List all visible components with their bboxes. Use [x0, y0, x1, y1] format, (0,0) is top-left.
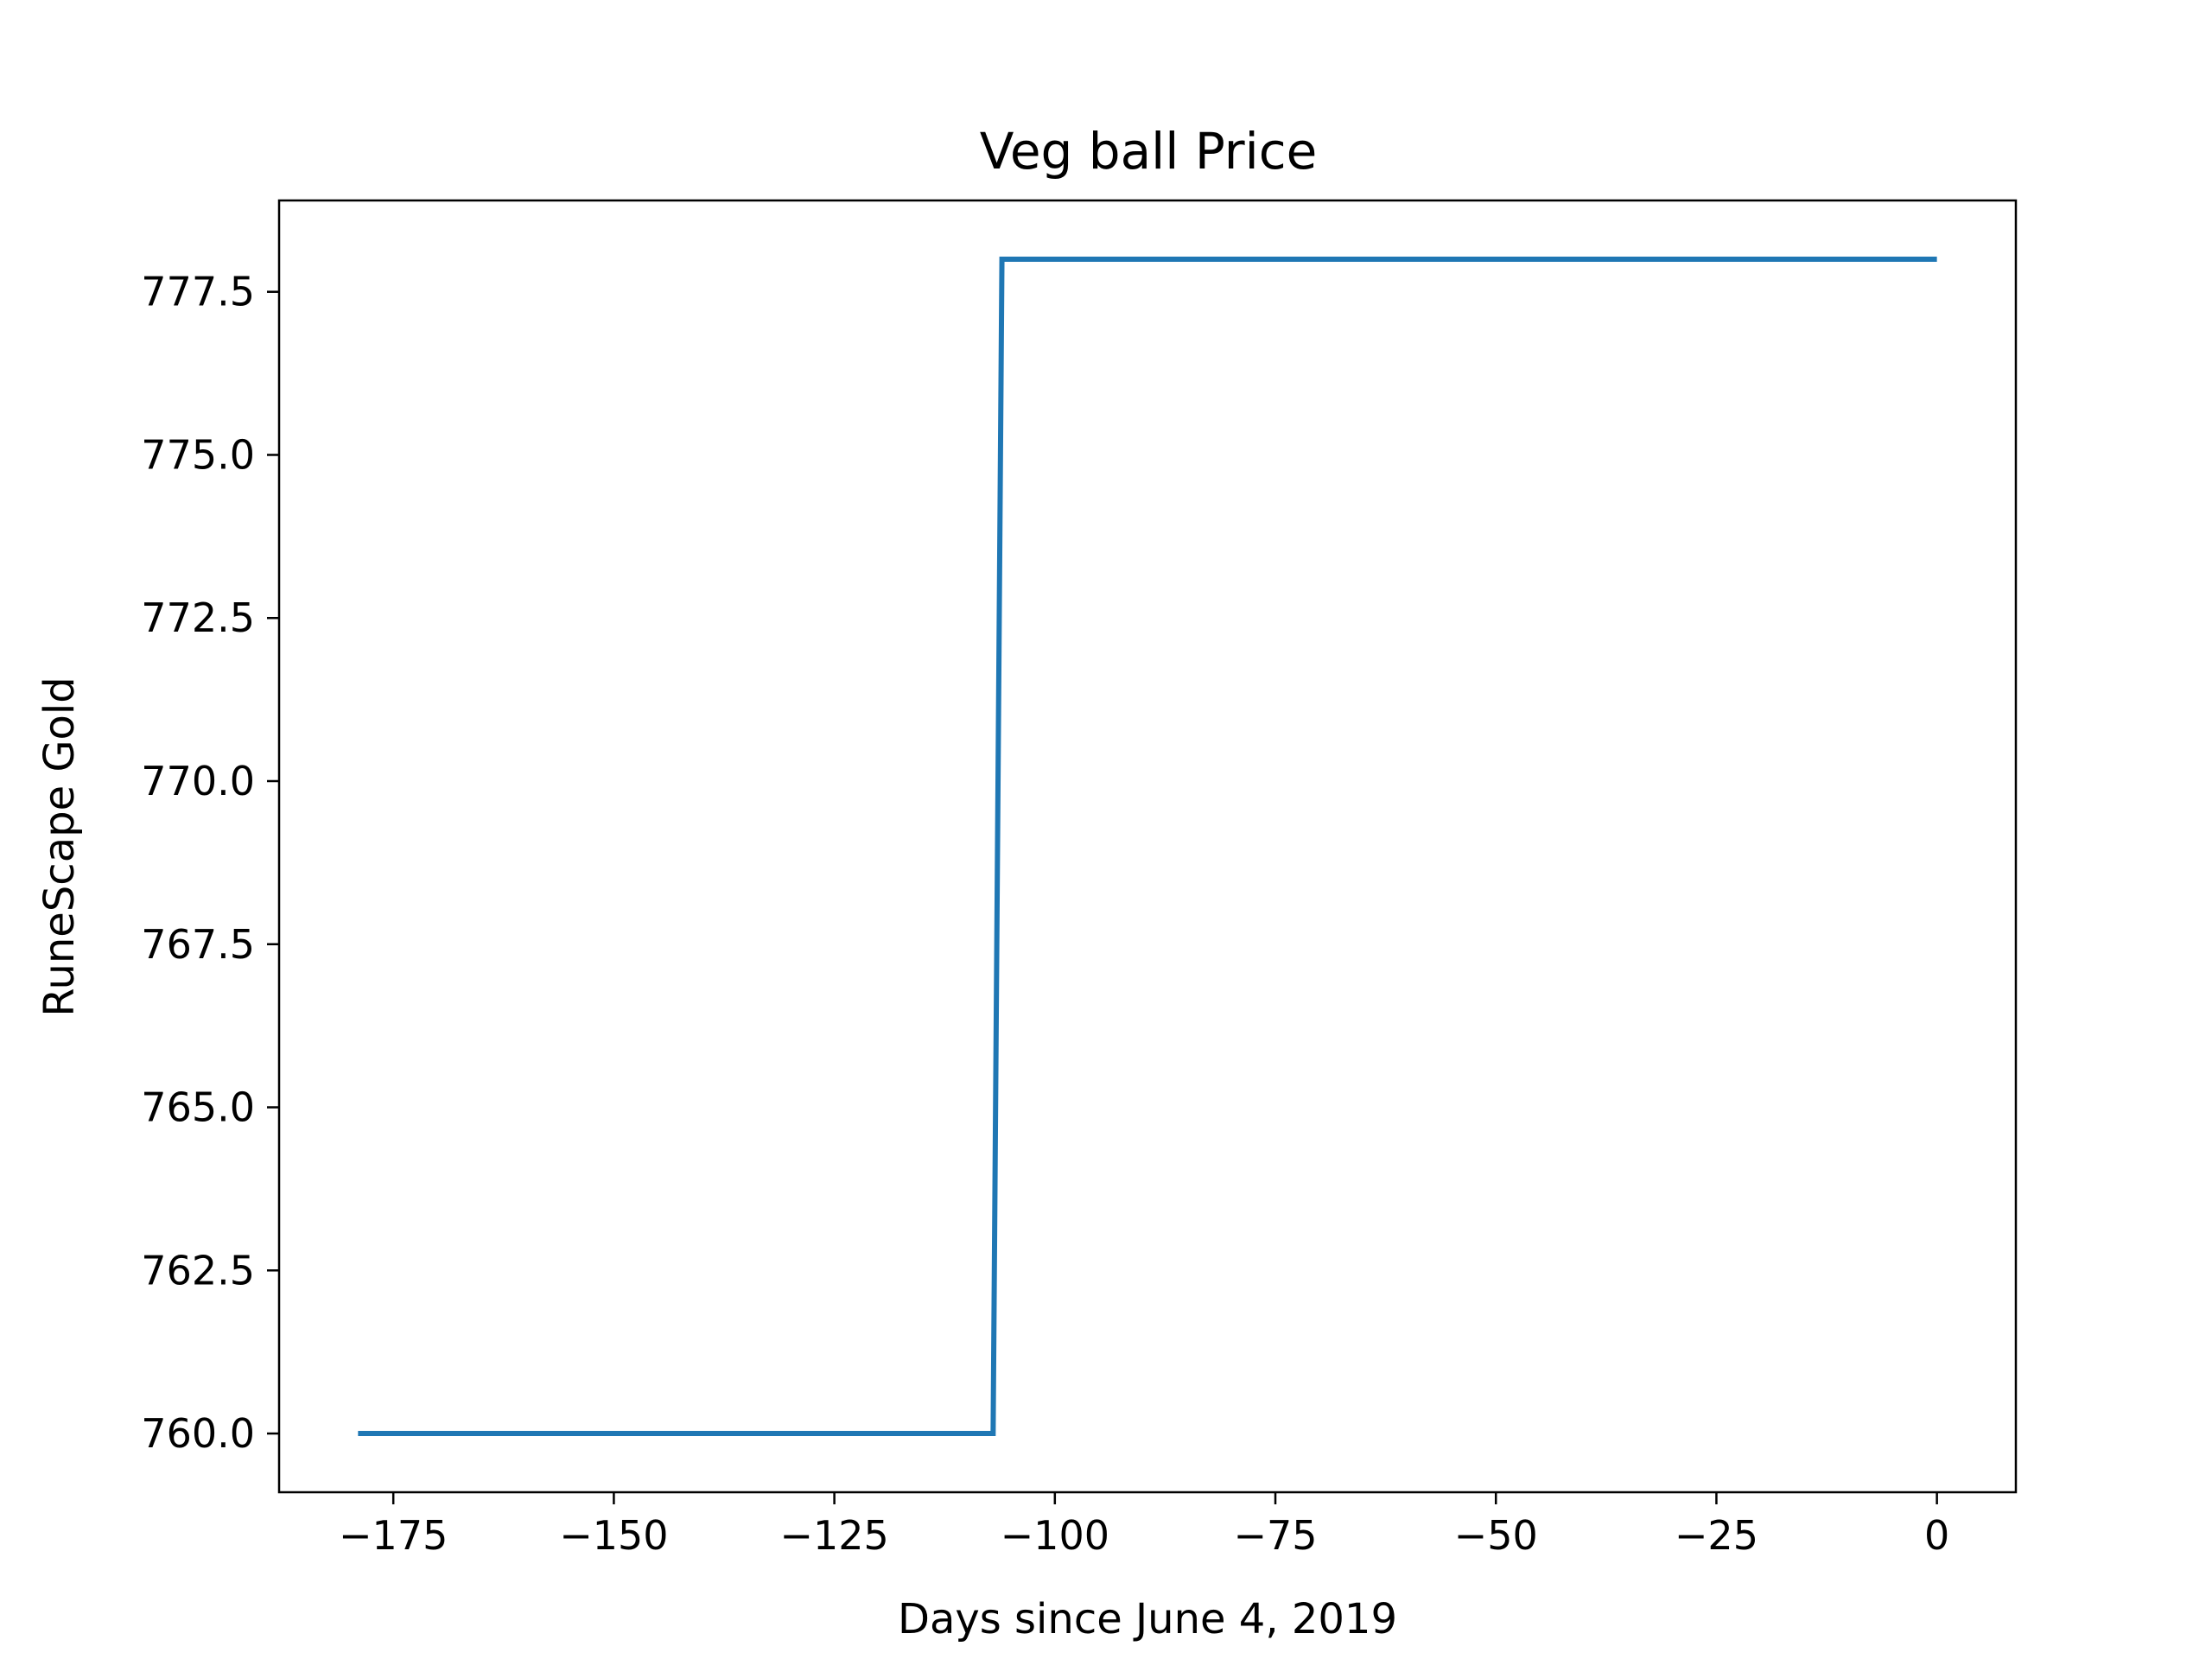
x-axis-ticks: −175 −150 −125 −100 −75 −50 −25 0	[339, 1492, 1949, 1559]
x-tick-label: −50	[1454, 1512, 1538, 1559]
x-tick-label: −125	[779, 1512, 888, 1559]
y-axis-ticks: 760.0 762.5 765.0 767.5 770.0 772.5 775.0 777.5	[141, 269, 279, 1457]
x-tick-label: −175	[339, 1512, 448, 1559]
x-tick-label: −150	[559, 1512, 668, 1559]
plot-series	[358, 256, 1937, 1437]
y-tick-label: 772.5	[141, 594, 255, 641]
x-tick-label: −75	[1233, 1512, 1317, 1559]
y-tick-label: 777.5	[141, 269, 255, 315]
x-tick-label: −100	[1001, 1512, 1109, 1559]
x-axis-label: Days since June 4, 2019	[898, 1595, 1397, 1643]
y-tick-label: 770.0	[141, 758, 255, 804]
chart-title: Veg ball Price	[980, 122, 1318, 181]
x-tick-label: 0	[1924, 1512, 1949, 1559]
y-tick-label: 775.0	[141, 431, 255, 478]
y-tick-label: 765.0	[141, 1084, 255, 1131]
y-tick-label: 760.0	[141, 1410, 255, 1457]
price-series-line	[358, 256, 1937, 1437]
x-tick-label: −25	[1675, 1512, 1758, 1559]
plot-frame	[277, 199, 2018, 1494]
y-tick-label: 762.5	[141, 1247, 255, 1294]
y-tick-label: 767.5	[141, 921, 255, 968]
y-axis-label: RuneScape Gold	[35, 677, 84, 1016]
